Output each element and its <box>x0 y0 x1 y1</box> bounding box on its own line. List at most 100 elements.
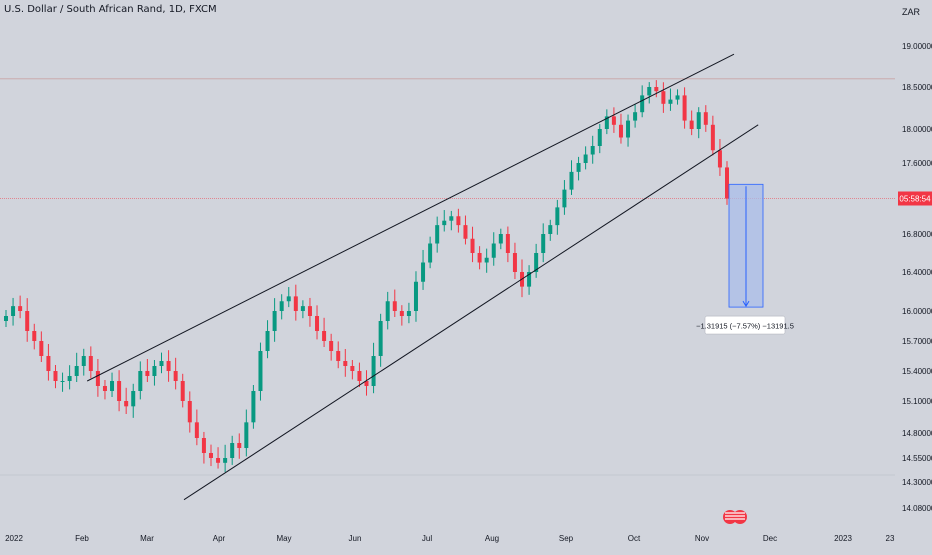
y-tick-label: 17.60000 <box>902 159 932 168</box>
candle-body <box>498 234 503 244</box>
candle <box>138 361 143 400</box>
candle-body <box>640 95 645 113</box>
candle-body <box>223 458 228 463</box>
candle-body <box>138 371 143 391</box>
candle-body <box>46 356 51 371</box>
x-tick-label: 23 <box>886 534 895 543</box>
candle <box>682 87 687 129</box>
candle-body <box>187 401 192 423</box>
candle-body <box>421 262 426 282</box>
candle-body <box>159 361 164 366</box>
candle-body <box>265 331 270 351</box>
candle-body <box>272 311 277 331</box>
candle <box>392 289 397 317</box>
candle-body <box>300 306 305 311</box>
candle <box>470 226 475 263</box>
candle-body <box>406 311 411 316</box>
candle-body <box>88 356 93 371</box>
candle-body <box>230 443 235 458</box>
candle-body <box>208 453 213 458</box>
candle-body <box>336 351 341 361</box>
candle-body <box>385 301 390 321</box>
candle <box>611 107 616 133</box>
candle-body <box>117 381 122 401</box>
candle-body <box>583 154 588 163</box>
candle <box>53 365 58 389</box>
candle-body <box>611 116 616 125</box>
candle <box>385 291 390 330</box>
candle-body <box>505 234 510 253</box>
currency-label: ZAR <box>902 7 920 17</box>
y-tick-label: 18.50000 <box>902 83 932 92</box>
y-tick-label: 18.00000 <box>902 125 932 134</box>
candle <box>491 232 496 266</box>
x-tick-label: Mar <box>140 534 154 543</box>
candle <box>435 216 440 253</box>
y-tick-label: 14.08000 <box>902 504 932 513</box>
x-tick-label: Oct <box>628 534 641 543</box>
lower-channel-line <box>183 124 759 501</box>
candle <box>463 215 468 245</box>
candle-body <box>449 216 454 221</box>
candle <box>152 360 157 386</box>
candle-body <box>60 381 65 382</box>
candle-body <box>470 238 475 253</box>
candle <box>180 373 185 408</box>
candle <box>286 287 291 308</box>
candle <box>541 223 546 263</box>
candle <box>371 342 376 394</box>
x-tick-label: May <box>276 534 291 543</box>
candle-body <box>548 225 553 234</box>
candle <box>527 265 532 295</box>
candle-body <box>4 316 8 321</box>
candle-body <box>491 243 496 258</box>
candle-body <box>343 361 348 366</box>
candle-body <box>555 207 560 226</box>
candle-body <box>654 87 659 92</box>
candle-body <box>725 167 729 199</box>
candle <box>194 409 199 446</box>
candle-body <box>675 95 680 100</box>
candle <box>159 352 164 374</box>
candle <box>399 305 404 326</box>
x-tick-label: Apr <box>213 534 226 543</box>
y-tick-label: 14.55000 <box>902 454 932 463</box>
candle-body <box>286 296 291 302</box>
candle <box>661 82 666 113</box>
candle <box>456 208 461 233</box>
candle-body <box>131 391 136 407</box>
candle <box>583 146 588 170</box>
candle <box>300 300 305 319</box>
y-tick-label: 14.80000 <box>902 429 932 438</box>
candle-body <box>145 371 150 376</box>
candle-body <box>39 341 44 356</box>
candle <box>364 370 369 396</box>
candle-body <box>102 386 107 391</box>
y-tick-label: 15.70000 <box>902 337 932 346</box>
candle <box>654 80 659 98</box>
candle <box>4 310 8 327</box>
x-tick-label: 2023 <box>834 534 852 543</box>
candle <box>569 160 574 195</box>
candle <box>237 433 242 459</box>
candle <box>350 360 355 380</box>
candle <box>145 359 150 382</box>
candle-body <box>315 316 320 331</box>
candle <box>307 297 312 327</box>
candle-body <box>350 366 355 371</box>
candle-body <box>152 366 157 376</box>
candle-body <box>413 281 418 311</box>
y-tick-label: 16.80000 <box>902 230 932 239</box>
candle-body <box>25 311 30 331</box>
candle <box>512 242 517 280</box>
candle <box>597 123 602 154</box>
candle <box>477 246 482 270</box>
candle <box>244 409 249 457</box>
x-tick-label: Jul <box>422 534 432 543</box>
candle <box>258 342 263 401</box>
candle-body <box>541 234 546 253</box>
candle <box>166 350 171 382</box>
x-tick-label: Aug <box>485 534 499 543</box>
candle-body <box>618 124 623 138</box>
candle-body <box>74 366 79 376</box>
